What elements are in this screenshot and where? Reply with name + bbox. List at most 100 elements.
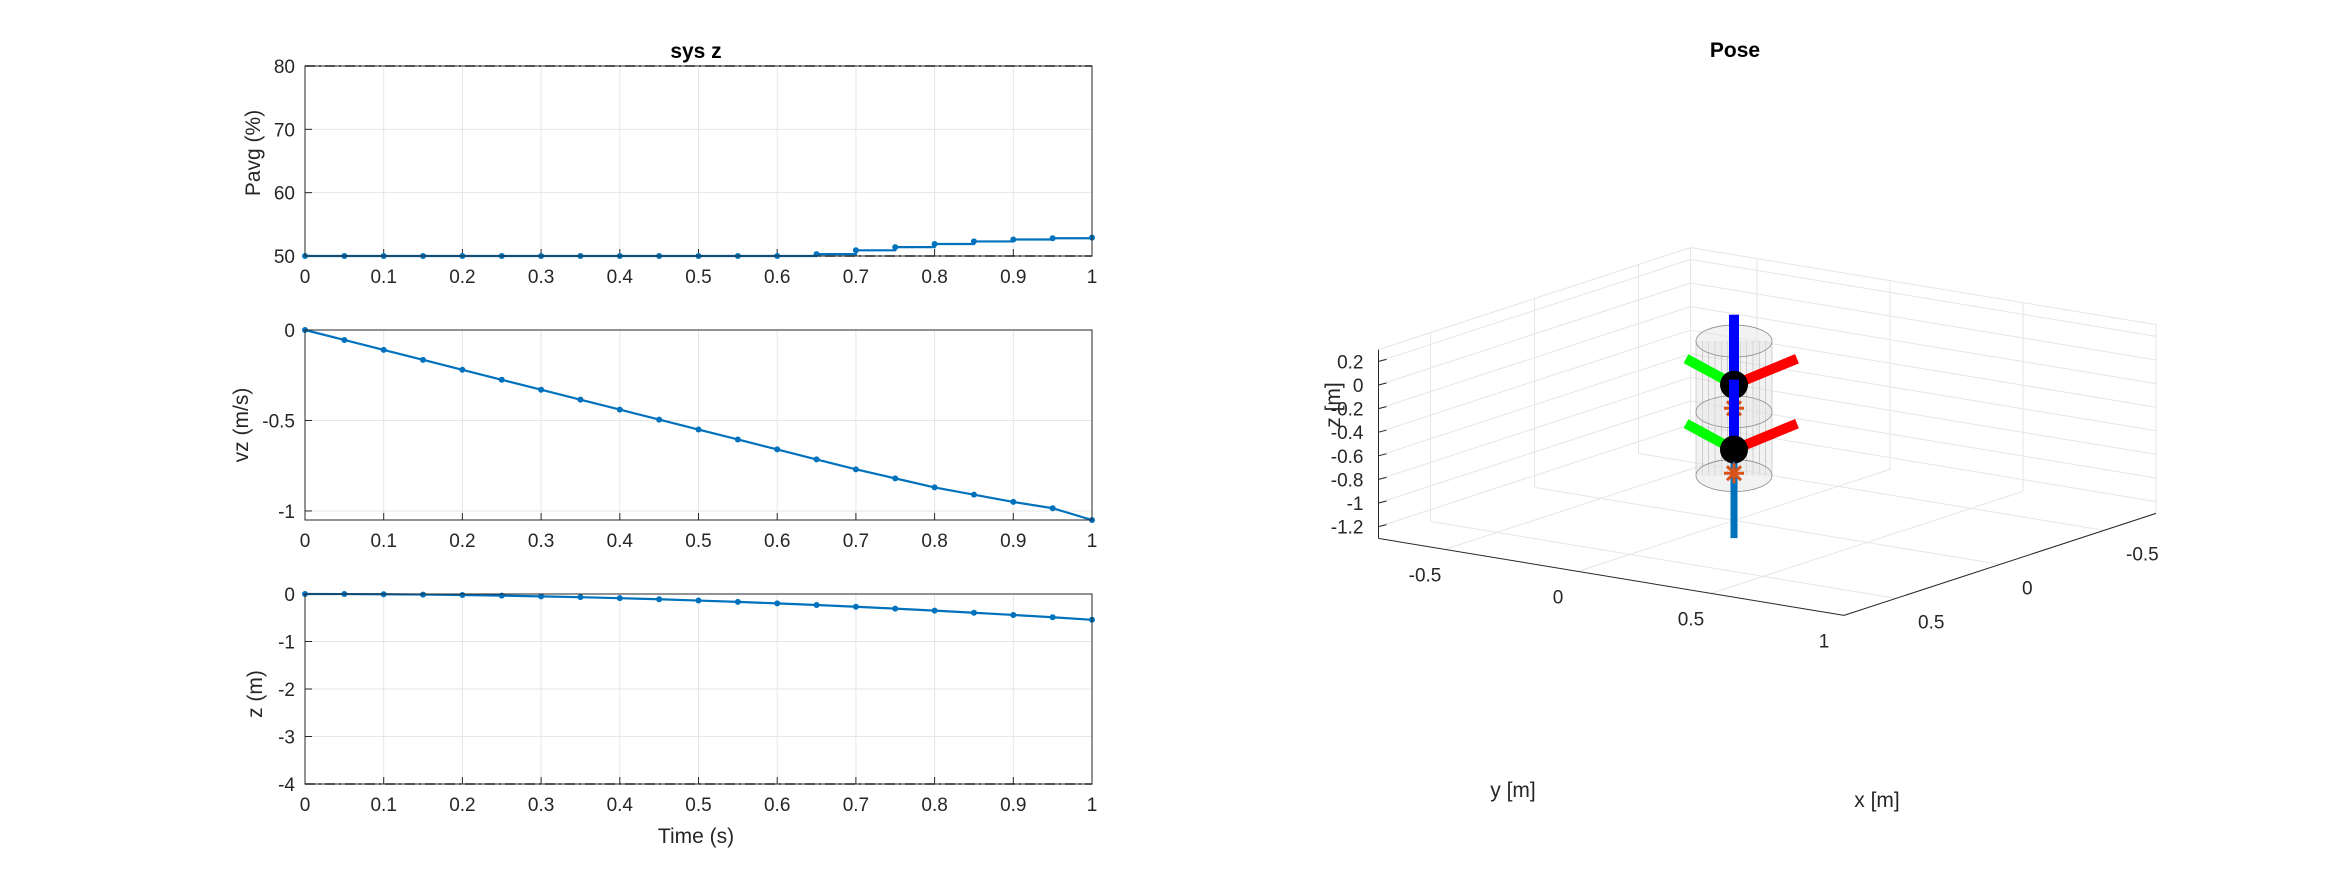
- pose-x-tick-1: 0: [1553, 587, 1564, 608]
- pose-wall-y-grid-z-7: [1690, 258, 2157, 337]
- pavg-x-tick-4: 0.4: [607, 267, 634, 288]
- p3-data-point-13: [813, 602, 820, 609]
- p2-data-point-18: [1010, 498, 1017, 505]
- vz-axes-box: [304, 329, 1093, 521]
- p1-data-point-18: [1010, 236, 1017, 243]
- pavg-y-tick-3: 80: [274, 57, 295, 78]
- p3-data-point-9: [656, 596, 663, 603]
- subplot-z: 0 0.1 0.2 0.3 0.4 0.5 0.6 0.7 0.8 0.9 1 …: [244, 585, 1097, 848]
- z-grid: [304, 593, 1093, 785]
- z-y-tick-2: -2: [278, 680, 295, 701]
- pose-y-tick-2: 0.5: [1918, 612, 1944, 633]
- z-y-tick-4: 0: [284, 585, 295, 606]
- pavg-title: sys z: [670, 40, 721, 63]
- vz-x-tick-4: 0.4: [607, 531, 634, 552]
- pose-z-tickmark-7: [1378, 358, 1387, 362]
- pose-z-tickmark-0: [1378, 524, 1387, 528]
- vz-x-tick-0: 0: [300, 531, 311, 552]
- vz-y-tick-0: -1: [278, 502, 295, 523]
- subplot-vz: 0 0.1 0.2 0.3 0.4 0.5 0.6 0.7 0.8 0.9 1 …: [230, 321, 1097, 552]
- pavg-x-tick-6: 0.6: [764, 267, 790, 288]
- pavg-x-tick-2: 0.2: [449, 267, 475, 288]
- pose-wall-x-grid-z-0: [1378, 424, 1691, 528]
- p2-data-point-13: [813, 456, 820, 463]
- pavg-y-tick-1: 60: [274, 184, 295, 205]
- z-x-label: Time (s): [658, 825, 734, 848]
- pose-x-label: x [m]: [1854, 789, 1900, 812]
- pose-y-axis-line: [1843, 512, 2157, 616]
- z-x-tick-9: 0.9: [1000, 795, 1026, 816]
- pose-z-tickmark-6: [1378, 382, 1387, 386]
- p3-data-point-18: [1010, 611, 1017, 618]
- vz-x-tick-6: 0.6: [764, 531, 790, 552]
- p2-data-point-3: [420, 356, 427, 363]
- vz-y-label: vz (m/s): [230, 388, 253, 463]
- pose-x-ticks: -0.5 0 0.5 1: [1409, 565, 1830, 652]
- vz-x-tick-9: 0.9: [1000, 531, 1026, 552]
- pose-z-tick-3: -0.6: [1331, 447, 1364, 468]
- vz-series-markers: [302, 327, 1095, 523]
- pose-z-tick-2: -0.8: [1331, 470, 1364, 491]
- p3-data-point-8: [616, 595, 623, 602]
- p2-data-point-2: [380, 346, 387, 353]
- pavg-x-tick-10: 1: [1087, 267, 1098, 288]
- pose-wall-y-grid-z-5: [1690, 306, 2157, 385]
- p2-data-point-19: [1049, 505, 1056, 512]
- p2-data-point-14: [852, 466, 859, 473]
- z-y-tick-3: -1: [278, 633, 295, 654]
- vz-x-ticks: 0 0.1 0.2 0.3 0.4 0.5 0.6 0.7 0.8 0.9 1: [300, 531, 1098, 552]
- pose-floor-grid-y-2: [1430, 520, 1897, 599]
- pose-z-tick-6: 0: [1353, 376, 1364, 397]
- p2-data-point-16: [931, 484, 938, 491]
- p2-data-point-11: [734, 436, 741, 443]
- pose-wall-y-grid-z-2: [1690, 376, 2157, 455]
- pose-floor-grid-y-1: [1534, 486, 2001, 565]
- pavg-x-tick-0: 0: [300, 267, 311, 288]
- p2-data-point-9: [656, 416, 663, 423]
- z-x-tick-4: 0.4: [607, 795, 634, 816]
- pose-grid: [1378, 247, 2157, 616]
- z-x-tick-2: 0.2: [449, 795, 475, 816]
- pavg-x-tick-3: 0.3: [528, 267, 554, 288]
- pose-x-tick-0: -0.5: [1409, 565, 1442, 586]
- vz-x-tick-8: 0.8: [921, 531, 947, 552]
- pose-edge-top-2: [1690, 247, 2157, 326]
- vz-y-tick-2: 0: [284, 321, 295, 342]
- vz-x-tick-7: 0.7: [843, 531, 869, 552]
- z-x-tick-8: 0.8: [921, 795, 947, 816]
- p3-data-point-3: [420, 591, 427, 598]
- pose-z-tick-5: -0.2: [1331, 400, 1364, 421]
- p2-data-point-15: [892, 475, 899, 482]
- p3-data-point-12: [774, 600, 781, 607]
- p3-data-point-16: [931, 607, 938, 614]
- p3-data-point-17: [970, 609, 977, 616]
- z-y-tick-0: -4: [278, 775, 295, 796]
- z-y-tick-1: -3: [278, 728, 295, 749]
- p3-data-point-6: [538, 593, 545, 600]
- p3-data-point-10: [695, 597, 702, 604]
- pose-body-1-sphere: [1720, 435, 1748, 464]
- vz-x-tick-1: 0.1: [370, 531, 396, 552]
- pose-y-ticks: -0.5 0 0.5: [1918, 544, 2159, 633]
- pose-wall-x-grid-z-3: [1378, 353, 1691, 457]
- vz-x-tick-10: 1: [1087, 531, 1098, 552]
- p2-data-point-7: [577, 396, 584, 403]
- p2-data-point-17: [970, 491, 977, 498]
- pose-y-tick-0: -0.5: [2126, 544, 2159, 565]
- z-x-ticks: 0 0.1 0.2 0.3 0.4 0.5 0.6 0.7 0.8 0.9 1: [300, 795, 1098, 816]
- pose-z-tickmark-2: [1378, 476, 1387, 480]
- pose-wall-x-grid-z-7: [1378, 258, 1691, 362]
- pose-wall-x-grid-z-2: [1378, 376, 1691, 480]
- z-x-tick-6: 0.6: [764, 795, 790, 816]
- pose-z-tick-7: 0.2: [1337, 352, 1363, 373]
- pavg-x-tick-8: 0.8: [921, 267, 947, 288]
- p1-data-point-16: [931, 240, 938, 247]
- z-x-tick-5: 0.5: [685, 795, 711, 816]
- pose-z-tickmark-4: [1378, 429, 1387, 433]
- subplot-pavg: 0 0.1 0.2 0.3 0.4 0.5 0.6 0.7 0.8 0.9 1 …: [242, 40, 1097, 288]
- pose-wall-x-grid-z-5: [1378, 306, 1691, 410]
- pose-z-tickmark-3: [1378, 453, 1387, 457]
- pavg-x-tick-9: 0.9: [1000, 267, 1026, 288]
- p3-data-point-7: [577, 594, 584, 601]
